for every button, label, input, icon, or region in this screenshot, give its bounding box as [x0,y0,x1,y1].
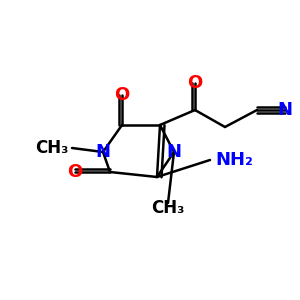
Text: CH₃: CH₃ [151,199,185,217]
Text: O: O [188,74,202,92]
Text: N: N [167,143,182,161]
Text: O: O [68,163,82,181]
Text: NH₂: NH₂ [215,151,253,169]
Text: N: N [278,101,292,119]
Text: CH₃: CH₃ [36,139,69,157]
Text: O: O [114,86,130,104]
Text: N: N [95,143,110,161]
